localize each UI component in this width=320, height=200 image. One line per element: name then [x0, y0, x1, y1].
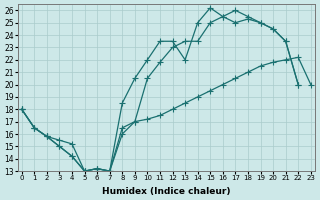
X-axis label: Humidex (Indice chaleur): Humidex (Indice chaleur) — [102, 187, 230, 196]
